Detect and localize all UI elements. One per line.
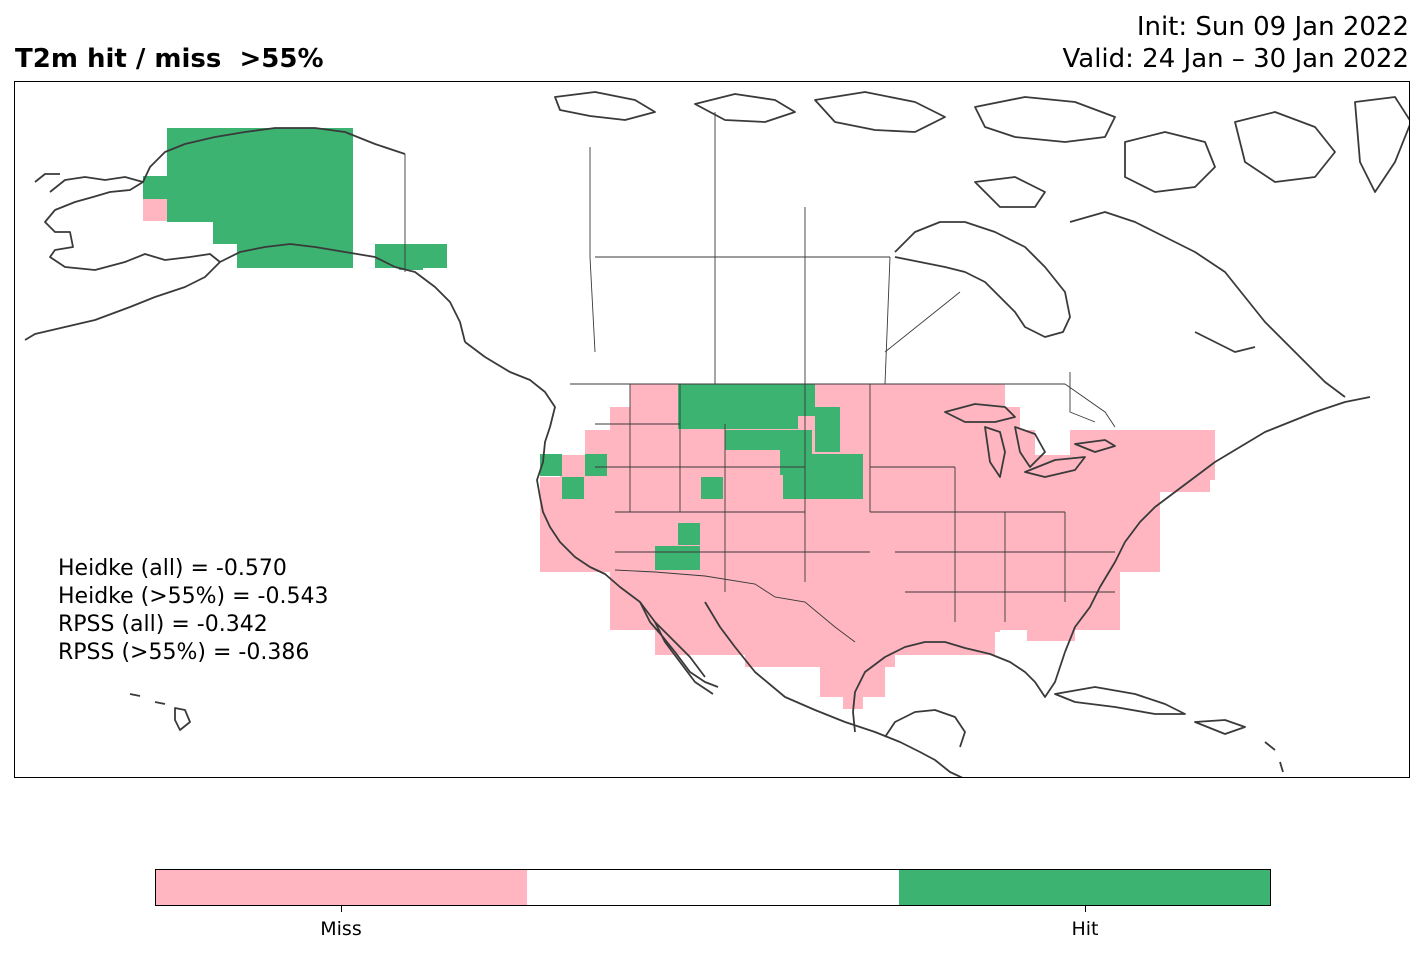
- colorbar-miss-segment: [156, 870, 528, 905]
- colorbar-label-miss: Miss: [320, 918, 362, 940]
- miss-cell-20: [820, 667, 885, 697]
- coast-labrador: [1069, 211, 1346, 398]
- forecast-dates: Init: Sun 09 Jan 2022 Valid: 24 Jan – 30…: [1063, 11, 1410, 75]
- hit-cell-30: [818, 477, 863, 499]
- hit-cell-36: [655, 546, 700, 570]
- heidke-all: Heidke (all) = -0.570: [58, 556, 287, 581]
- skill-scores: Heidke (all) = -0.570 Heidke (>55%) = -0…: [58, 555, 328, 667]
- coast-yucatan: [884, 709, 966, 748]
- coastlines: [24, 91, 1409, 777]
- coast-east: [1064, 396, 1371, 653]
- colorbar-tick-miss: [341, 906, 342, 912]
- miss-cell-15: [1135, 434, 1215, 452]
- provinces: [589, 112, 1116, 428]
- hit-cell-7: [399, 264, 423, 270]
- hit-cell-3: [167, 152, 215, 222]
- borders: [404, 112, 1116, 643]
- colorbar-hit-segment: [898, 870, 1270, 905]
- coast-baja: [639, 601, 719, 695]
- rpss-all: RPSS (all) = -0.342: [58, 612, 268, 637]
- init-date: Init: Sun 09 Jan 2022: [1136, 12, 1409, 42]
- hit-cell-27: [725, 430, 783, 450]
- map-panel: [14, 81, 1410, 778]
- coast-bc: [464, 341, 706, 678]
- coast-alaska: [24, 127, 466, 343]
- map-canvas: [24, 91, 1409, 777]
- arctic-islands: [554, 91, 1409, 208]
- valid-range: Valid: 24 Jan – 30 Jan 2022: [1062, 44, 1410, 74]
- heidke-55: Heidke (>55%) = -0.543: [58, 584, 329, 609]
- hit-cell-32: [585, 454, 607, 476]
- us-states: [595, 384, 1115, 622]
- coast-gulf: [852, 641, 1066, 733]
- hit-cell-1: [143, 176, 167, 199]
- hit-cell-35: [678, 523, 700, 545]
- hit-cell-34: [701, 477, 723, 499]
- coast-alaska-west: [34, 173, 144, 193]
- hit-cell-33: [562, 477, 584, 499]
- miss-cell-23: [875, 582, 1000, 632]
- coast-cuba: [1054, 686, 1284, 773]
- miss-cell-19: [745, 642, 895, 667]
- great-lakes: [944, 403, 1116, 478]
- verification-cells: [143, 128, 1215, 709]
- hit-cell-31: [540, 454, 562, 476]
- colorbar-label-hit: Hit: [1071, 918, 1099, 940]
- hit-cell-5: [237, 242, 353, 268]
- coast-hudson: [894, 221, 1071, 338]
- coast-hawaii: [129, 693, 191, 731]
- miss-cell-22: [1027, 617, 1075, 641]
- border-us-mexico: [614, 569, 856, 643]
- hit-cell-24: [678, 384, 798, 429]
- colorbar-neutral-segment: [527, 870, 899, 905]
- coast-mexico: [704, 601, 963, 777]
- rpss-55: RPSS (>55%) = -0.386: [58, 640, 310, 665]
- colorbar-tick-hit: [1085, 906, 1086, 912]
- colorbar: [155, 869, 1271, 906]
- hit-cell-25: [783, 384, 815, 416]
- hit-cell-4: [213, 198, 353, 244]
- miss-cell-2: [143, 199, 167, 221]
- hit-cell-26: [815, 407, 840, 452]
- map-title: T2m hit / miss >55%: [15, 44, 324, 74]
